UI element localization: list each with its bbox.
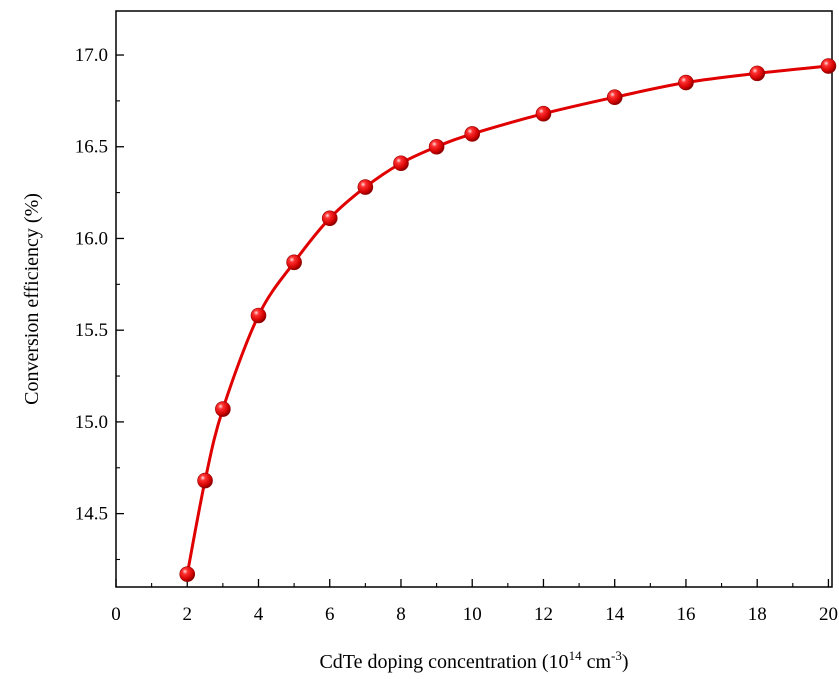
x-tick-label: 18 <box>748 604 767 625</box>
data-point <box>321 210 338 227</box>
data-point <box>606 89 623 106</box>
data-point <box>179 566 196 582</box>
series-line <box>185 64 829 575</box>
y-tick-label: 16.0 <box>75 228 108 249</box>
data-point <box>393 155 409 172</box>
data-point <box>215 401 231 417</box>
y-tick-label: 17.0 <box>75 45 108 66</box>
data-point <box>428 138 445 155</box>
y-tick-label: 15.5 <box>75 320 108 341</box>
data-point <box>357 179 374 195</box>
y-tick-label: 14.5 <box>75 504 108 525</box>
y-tick-label: 16.5 <box>75 137 108 158</box>
series-layer <box>179 58 837 582</box>
data-point <box>197 472 213 489</box>
data-point <box>820 58 837 74</box>
x-tick-label: 6 <box>325 604 335 625</box>
x-tick-label: 20 <box>819 604 838 625</box>
x-tick-label: 10 <box>463 604 482 625</box>
plot-frame <box>115 10 833 588</box>
x-tick-label: 2 <box>182 604 192 625</box>
data-point <box>535 105 552 122</box>
x-tick-label: 16 <box>676 604 695 625</box>
data-point <box>749 65 765 82</box>
data-point <box>678 74 694 91</box>
x-tick-label: 8 <box>396 604 406 625</box>
y-tick-label: 15.0 <box>75 412 108 433</box>
x-axis-title: CdTe doping concentration (1014 cm-3) <box>319 648 628 673</box>
data-point <box>464 126 481 142</box>
data-point <box>286 254 302 271</box>
x-tick-label: 4 <box>254 604 264 625</box>
y-axis-title: Conversion efficiency (%) <box>21 193 43 405</box>
x-tick-label: 12 <box>534 604 553 625</box>
x-tick-label: 0 <box>111 604 121 625</box>
x-axis-ticks: 0 2 4 6 8 10 12 14 16 18 20 <box>111 579 838 625</box>
y-axis-ticks: 14.5 15.0 15.5 16.0 16.5 17.0 <box>75 45 124 561</box>
data-point <box>250 307 267 324</box>
x-tick-label: 14 <box>605 604 625 625</box>
